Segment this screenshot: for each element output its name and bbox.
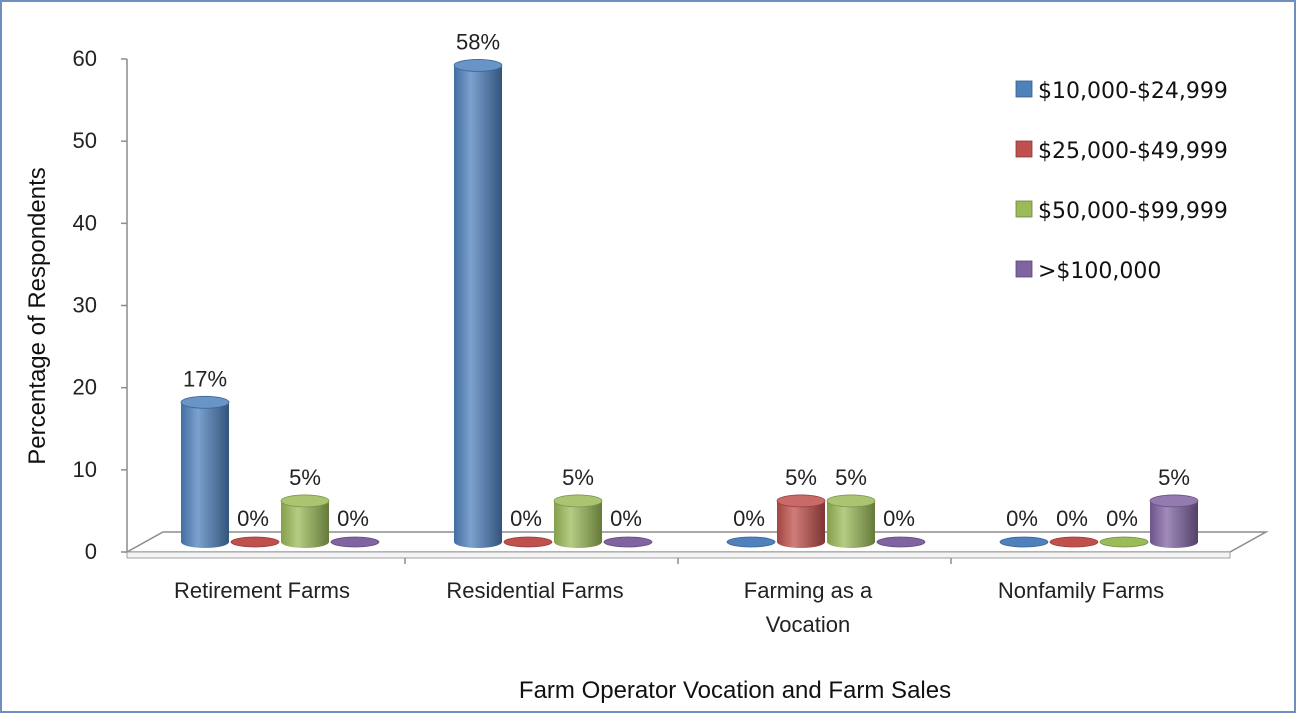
bar — [180, 395, 230, 548]
bar — [553, 494, 603, 548]
bar — [230, 536, 280, 548]
data-label: 0% — [1006, 506, 1038, 531]
category-label: Nonfamily Farms — [998, 578, 1164, 603]
bar — [453, 59, 503, 548]
bar — [330, 536, 380, 548]
y-tick-label: 50 — [73, 128, 97, 153]
y-tick-label: 0 — [85, 539, 97, 564]
y-tick-label: 20 — [73, 375, 97, 400]
data-label: 0% — [1056, 506, 1088, 531]
legend-item: $25,000-$49,999 — [1015, 139, 1228, 164]
legend-label: >$100,000 — [1038, 259, 1161, 284]
data-label: 17% — [183, 366, 227, 391]
bar — [726, 536, 776, 548]
legend-item: >$100,000 — [1015, 259, 1161, 284]
bar — [280, 494, 330, 548]
bar — [1049, 536, 1099, 548]
data-label: 0% — [733, 506, 765, 531]
data-label: 5% — [835, 465, 867, 490]
bar — [826, 494, 876, 548]
y-tick-label: 40 — [73, 210, 97, 235]
data-label: 0% — [337, 506, 369, 531]
data-label: 58% — [456, 29, 500, 54]
bar — [999, 536, 1049, 548]
data-label: 5% — [562, 465, 594, 490]
y-tick-label: 60 — [73, 46, 97, 71]
legend-label: $10,000-$24,999 — [1038, 79, 1228, 104]
data-label: 0% — [610, 506, 642, 531]
bar — [503, 536, 553, 548]
x-axis-title: Farm Operator Vocation and Farm Sales — [519, 677, 951, 704]
bar — [1149, 494, 1199, 548]
legend-swatch — [1015, 80, 1033, 98]
legend-label: $50,000-$99,999 — [1038, 199, 1228, 224]
data-label: 0% — [883, 506, 915, 531]
data-label: 0% — [1106, 506, 1138, 531]
bar — [776, 494, 826, 548]
category-label: Farming as a Vocation — [744, 578, 873, 637]
data-label: 5% — [289, 465, 321, 490]
legend-swatch — [1015, 260, 1033, 278]
legend-item: $10,000-$24,999 — [1015, 79, 1228, 104]
legend-swatch — [1015, 140, 1033, 158]
data-label: 0% — [510, 506, 542, 531]
category-label: Retirement Farms — [174, 578, 350, 603]
y-tick-label: 10 — [73, 457, 97, 482]
y-axis-title: Percentage of Respondents — [24, 167, 51, 465]
bar — [603, 536, 653, 548]
chart-floor-edge — [126, 551, 1231, 559]
legend-swatch — [1015, 200, 1033, 218]
bar — [876, 536, 926, 548]
data-label: 0% — [237, 506, 269, 531]
legend-item: $50,000-$99,999 — [1015, 199, 1228, 224]
bar — [1099, 536, 1149, 548]
data-label: 5% — [1158, 465, 1190, 490]
legend-label: $25,000-$49,999 — [1038, 139, 1228, 164]
data-label: 5% — [785, 465, 817, 490]
y-tick-label: 30 — [73, 293, 97, 318]
category-label: Residential Farms — [446, 578, 623, 603]
